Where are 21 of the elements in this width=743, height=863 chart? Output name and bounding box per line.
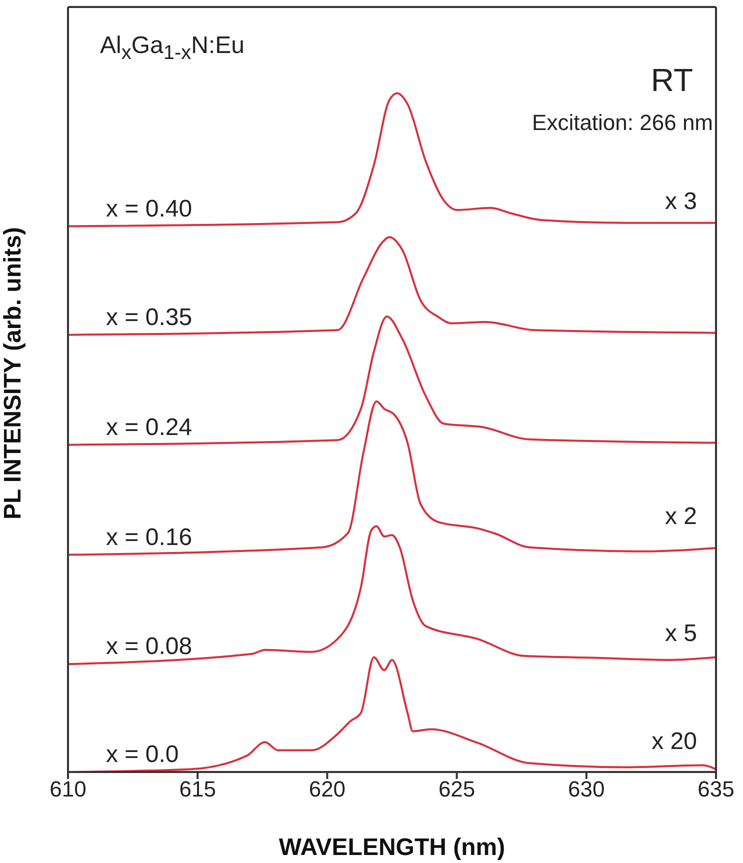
x-tick-label: 625 xyxy=(438,776,476,802)
series-label: x = 0.40 xyxy=(106,195,192,222)
annotation: RT xyxy=(650,62,693,99)
annotation: x 3 xyxy=(664,188,697,216)
annotation: x 20 xyxy=(652,728,697,756)
x-axis-title: WAVELENGTH (nm) xyxy=(278,834,506,861)
y-axis-title: PL INTENSITY (arb. units) xyxy=(0,227,27,520)
series-label: x = 0.35 xyxy=(106,304,192,331)
annotation: x 2 xyxy=(664,503,697,531)
x-tick-label: 620 xyxy=(308,776,346,802)
x-tick-label: 610 xyxy=(50,776,86,802)
series-label: x = 0.24 xyxy=(106,414,192,441)
x-tick-label: 615 xyxy=(179,776,216,802)
x-tick-label: 635 xyxy=(698,776,734,802)
text: Al$_{x}$Ga$_{1-x}$N:Eu xyxy=(100,32,245,65)
x-tick-label: 630 xyxy=(568,776,605,802)
series-label: x = 0.16 xyxy=(106,524,192,551)
annotation: Excitation: 266 nm xyxy=(532,110,713,136)
series-label: x = 0.08 xyxy=(106,633,192,660)
series-label: x = 0.0 xyxy=(106,741,179,768)
annotation: x 5 xyxy=(664,620,697,648)
